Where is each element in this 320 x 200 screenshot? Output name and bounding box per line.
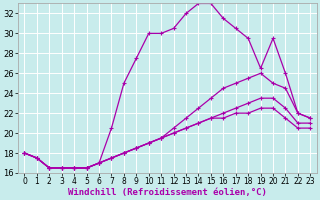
X-axis label: Windchill (Refroidissement éolien,°C): Windchill (Refroidissement éolien,°C) [68, 188, 267, 197]
